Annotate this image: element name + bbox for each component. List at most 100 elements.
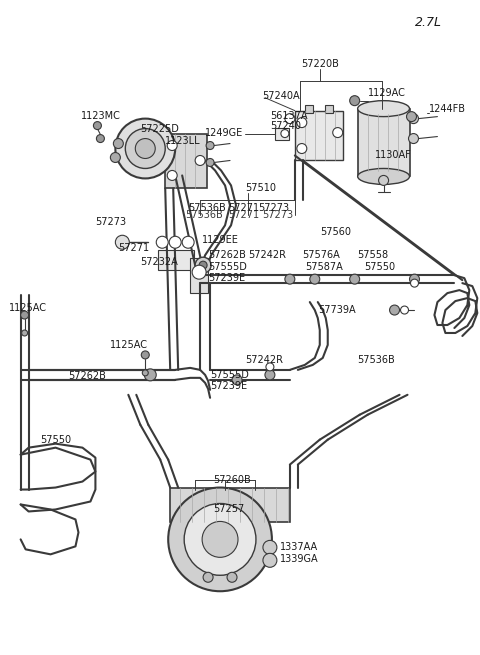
Text: 57536B: 57536B <box>358 355 396 365</box>
Circle shape <box>333 128 343 138</box>
Circle shape <box>285 113 295 124</box>
Circle shape <box>297 143 307 153</box>
Bar <box>358 109 409 176</box>
Circle shape <box>390 305 399 315</box>
Text: 57550: 57550 <box>41 435 72 445</box>
Text: 1123MC: 1123MC <box>81 111 120 121</box>
Circle shape <box>169 236 181 248</box>
Circle shape <box>410 279 419 287</box>
Circle shape <box>115 119 175 178</box>
Circle shape <box>113 139 123 149</box>
Circle shape <box>232 375 242 385</box>
Text: 57555D: 57555D <box>208 262 247 272</box>
Circle shape <box>21 311 29 319</box>
Text: 57536B: 57536B <box>188 203 226 214</box>
Text: 57560: 57560 <box>320 227 351 237</box>
Circle shape <box>167 170 177 180</box>
Text: 57239E: 57239E <box>210 381 247 391</box>
Bar <box>190 258 208 293</box>
Circle shape <box>263 553 277 567</box>
Circle shape <box>266 363 274 371</box>
Text: 57257: 57257 <box>213 504 244 514</box>
Circle shape <box>156 236 168 248</box>
Circle shape <box>350 96 360 105</box>
Circle shape <box>195 155 205 166</box>
Circle shape <box>285 274 295 284</box>
Text: 1129AC: 1129AC <box>368 88 406 98</box>
Bar <box>295 111 343 160</box>
Circle shape <box>110 153 120 162</box>
Circle shape <box>96 134 104 143</box>
Circle shape <box>199 261 207 269</box>
Text: 57271: 57271 <box>228 210 259 220</box>
Text: 57240A: 57240A <box>262 90 300 101</box>
Ellipse shape <box>184 504 256 575</box>
Bar <box>275 128 289 140</box>
Text: 57587A: 57587A <box>305 262 343 272</box>
Circle shape <box>195 257 211 273</box>
Circle shape <box>167 141 177 151</box>
Ellipse shape <box>202 521 238 557</box>
Circle shape <box>144 369 156 381</box>
Text: 1125AC: 1125AC <box>110 340 148 350</box>
Circle shape <box>265 370 275 380</box>
Text: 57739A: 57739A <box>318 305 355 315</box>
Text: 57240: 57240 <box>270 121 301 130</box>
Circle shape <box>227 572 237 582</box>
Bar <box>170 487 290 523</box>
Text: 57536B: 57536B <box>185 210 223 220</box>
Circle shape <box>297 118 307 128</box>
Circle shape <box>379 176 389 185</box>
Circle shape <box>182 236 194 248</box>
Text: 57260B: 57260B <box>213 475 251 485</box>
Text: 57242R: 57242R <box>245 355 283 365</box>
Text: 57225D: 57225D <box>140 124 179 134</box>
Text: 1129EE: 1129EE <box>202 235 239 245</box>
Text: 1244FB: 1244FB <box>430 103 467 113</box>
Text: 57271: 57271 <box>119 243 149 253</box>
Text: 57555D: 57555D <box>210 370 249 380</box>
Circle shape <box>408 134 419 143</box>
Circle shape <box>400 306 408 314</box>
Text: 2.7L: 2.7L <box>415 16 443 29</box>
Text: 57273: 57273 <box>258 203 289 214</box>
Circle shape <box>206 141 214 149</box>
Circle shape <box>141 351 149 359</box>
Text: 57271: 57271 <box>228 203 259 214</box>
Circle shape <box>22 330 28 336</box>
Text: 57576A: 57576A <box>302 250 339 260</box>
Circle shape <box>135 139 155 159</box>
Circle shape <box>94 122 101 130</box>
Circle shape <box>206 159 214 166</box>
Circle shape <box>310 274 320 284</box>
Bar <box>165 134 207 189</box>
Bar <box>158 250 194 270</box>
Circle shape <box>407 111 417 122</box>
Circle shape <box>263 540 277 554</box>
Text: 57510: 57510 <box>245 183 276 193</box>
Text: 1123LL: 1123LL <box>165 136 201 145</box>
Text: 57558: 57558 <box>358 250 389 260</box>
Circle shape <box>409 274 420 284</box>
Circle shape <box>203 572 213 582</box>
Text: 56137A: 56137A <box>270 111 307 121</box>
Circle shape <box>350 274 360 284</box>
Bar <box>305 105 313 113</box>
Ellipse shape <box>358 168 409 185</box>
Text: 57220B: 57220B <box>301 59 339 69</box>
Text: 57262B: 57262B <box>69 371 107 381</box>
Text: 57273: 57273 <box>262 210 293 220</box>
Circle shape <box>142 370 148 376</box>
Text: 1339GA: 1339GA <box>280 554 319 565</box>
Ellipse shape <box>358 101 409 117</box>
Circle shape <box>281 130 289 138</box>
Text: 1249GE: 1249GE <box>205 128 243 138</box>
Ellipse shape <box>168 487 272 591</box>
Text: 57262B: 57262B <box>208 250 246 260</box>
Text: 1125AC: 1125AC <box>9 303 47 313</box>
Text: 57232A: 57232A <box>140 257 178 267</box>
Text: 1130AF: 1130AF <box>374 151 411 160</box>
Circle shape <box>115 235 129 249</box>
Text: 57239E: 57239E <box>208 273 245 283</box>
Circle shape <box>192 265 206 279</box>
